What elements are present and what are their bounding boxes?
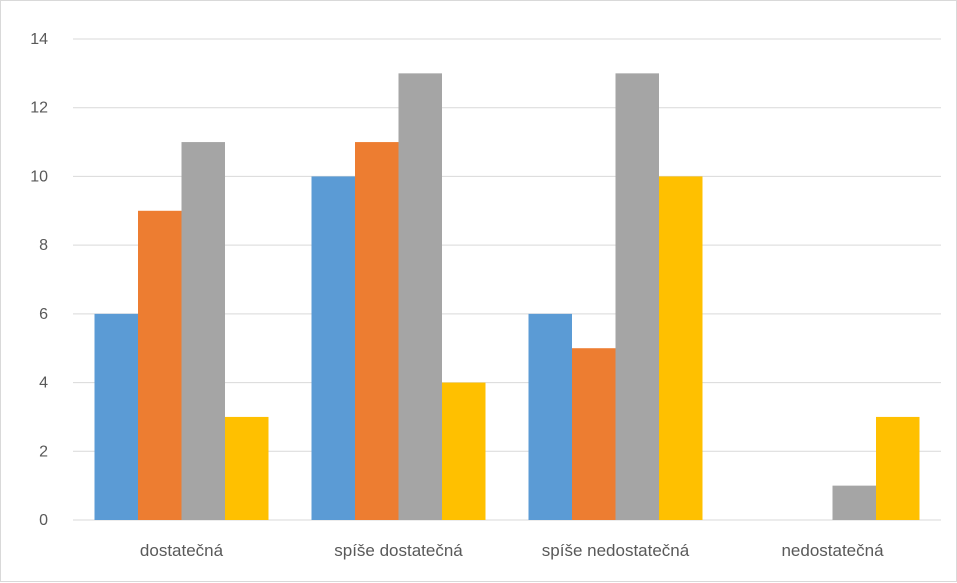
- bar-4-series-3: [832, 485, 876, 520]
- y-tick-label: 6: [39, 306, 48, 323]
- x-category-label: spíše nedostatečná: [542, 541, 690, 560]
- y-tick-label: 12: [30, 100, 48, 117]
- x-category-label: spíše dostatečná: [334, 541, 463, 560]
- bar-2-series-2: [355, 142, 399, 521]
- bar-3-series-4: [659, 176, 703, 520]
- bar-1-series-1: [94, 313, 138, 520]
- y-tick-label: 8: [39, 237, 48, 254]
- bar-1-series-2: [138, 210, 182, 521]
- bar-2-series-3: [398, 73, 442, 520]
- bar-1-series-4: [225, 416, 269, 520]
- y-tick-label: 2: [39, 443, 48, 460]
- bar-2-series-4: [442, 382, 486, 520]
- y-tick-label: 4: [39, 375, 48, 392]
- bar-1-series-3: [181, 142, 225, 521]
- y-axis-ticks: 0 2 4 6 8 10 12 14: [30, 31, 48, 529]
- bars: [94, 73, 920, 521]
- bar-3-series-3: [615, 73, 659, 520]
- bar-2-series-1: [311, 176, 355, 520]
- x-category-label: dostatečná: [140, 541, 224, 560]
- category-labels: dostatečná spíše dostatečná spíše nedostat…: [140, 541, 884, 560]
- y-tick-label: 14: [30, 31, 48, 48]
- bar-3-series-1: [528, 313, 572, 520]
- y-tick-label: 10: [30, 168, 48, 185]
- y-tick-label: 0: [39, 512, 48, 529]
- x-category-label: nedostatečná: [781, 541, 884, 560]
- bar-4-series-4: [876, 416, 920, 520]
- bar-3-series-2: [572, 348, 616, 520]
